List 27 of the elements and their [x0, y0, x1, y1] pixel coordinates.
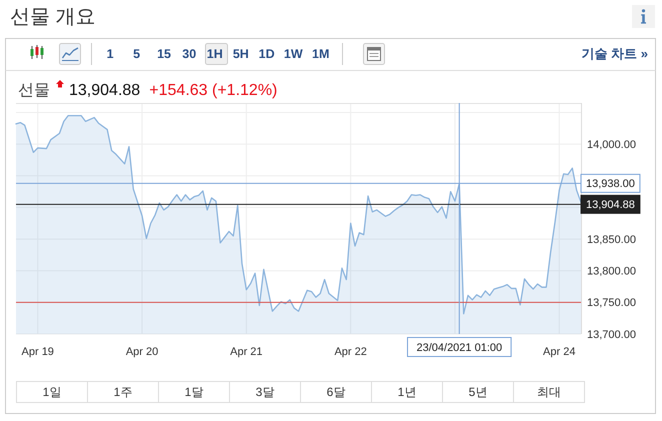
- period-tab: 5년: [442, 381, 514, 403]
- text: 기술 차트 »: [582, 46, 648, 61]
- ref-line-label: 23/04/2021 01:00: [416, 342, 502, 354]
- text: +154.63 (+1.12%): [149, 82, 278, 99]
- period-tab: 최대: [513, 381, 585, 403]
- period-tab: 1달: [158, 381, 230, 403]
- ref-line-label: 13,938.00: [586, 178, 635, 190]
- period-tab: 3달: [229, 381, 301, 403]
- period-tab: 1일: [16, 381, 88, 403]
- chart-subtitle: 선물: [18, 82, 50, 99]
- y-tick-label: 13,800.00: [587, 266, 636, 278]
- x-tick-label: Apr 21: [230, 346, 263, 358]
- y-tick-label: 13,850.00: [587, 234, 636, 246]
- x-tick-label: Apr 24: [543, 346, 576, 358]
- text: 1 5 15 30 1H 5H 1D 1W 1M: [106, 47, 330, 61]
- text: 13,904.88: [69, 82, 140, 99]
- period-tab: 6달: [300, 381, 372, 403]
- y-tick-label: 14,000.00: [587, 138, 636, 151]
- y-tick-label: 13,700.00: [587, 328, 636, 341]
- y-tick-label: 13,750.00: [587, 297, 636, 310]
- period-tab: 1주: [87, 381, 159, 403]
- x-tick-label: Apr 19: [22, 346, 54, 358]
- period-tab: 1년: [371, 381, 443, 403]
- ref-line-label: 13,904.88: [586, 199, 635, 212]
- chart-title: 선물 개요: [10, 6, 96, 28]
- x-tick-label: Apr 20: [126, 346, 158, 358]
- x-tick-label: Apr 22: [334, 346, 367, 358]
